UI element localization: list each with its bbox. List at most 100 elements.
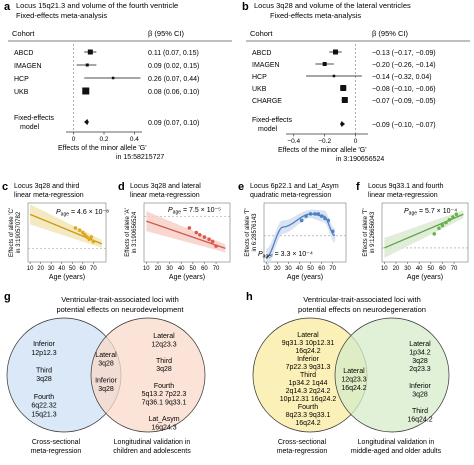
y-axis-label: in 6:28576143 xyxy=(252,213,258,252)
p-text: = 7.5 × 10⁻⁵ xyxy=(181,207,221,214)
x-axis-label: Effects of the minor allele 'G' xyxy=(278,147,367,154)
p-value: Page = 5.7 × 10⁻⁴ xyxy=(404,208,457,217)
confidence-band xyxy=(266,209,335,267)
venn-locus-text: 1p34.2 xyxy=(409,349,431,356)
venn-locus-text: 3q28 xyxy=(36,376,52,383)
x-tick-label: 0.4 xyxy=(130,136,139,143)
data-point xyxy=(454,212,459,217)
x-tick-label: 70 xyxy=(213,266,220,272)
data-point xyxy=(299,218,304,223)
venn-locus-text: 12q23.3 xyxy=(341,377,366,384)
ci-value: −0.13 (−0.17, −0.09) xyxy=(372,50,436,57)
cohort-label: Fixed-effects xyxy=(252,117,292,124)
venn-locus-text: 16q24.2 xyxy=(407,417,432,424)
x-tick-label: 40 xyxy=(178,266,185,272)
venn-locus-text: 3q28 xyxy=(412,391,428,398)
effect-point xyxy=(111,76,115,80)
venn-locus-text: 3q28 xyxy=(98,361,114,368)
data-point xyxy=(437,226,441,231)
x-tick-label: 50 xyxy=(427,266,434,272)
data-point xyxy=(187,226,192,230)
ci-value: −0.20 (−0.26, −0.14) xyxy=(372,62,436,69)
x-tick-label: 20 xyxy=(393,266,400,272)
regression-line xyxy=(384,213,464,249)
data-point xyxy=(83,232,87,237)
data-point xyxy=(323,216,327,221)
x-tick-label: 10 xyxy=(263,266,270,272)
cohort-label: UKB xyxy=(252,86,267,93)
x-axis-label: Effects of the minor allele 'G' xyxy=(58,145,147,152)
x-tick-label: 60 xyxy=(318,266,325,272)
regression-line xyxy=(265,213,336,259)
venn-locus-text: Lateral xyxy=(343,368,365,375)
venn-locus-text: Lateral xyxy=(95,352,117,359)
y-axis-label: Effects of allele 'A' xyxy=(125,208,131,257)
scatter-panel-f: f Locus 9q33.1 and fourth linear meta-regr… xyxy=(356,181,469,281)
beta-header: β (95% CI) xyxy=(148,29,184,38)
x-tick-label: 20 xyxy=(155,266,162,272)
cohort-label: model xyxy=(258,126,278,133)
x-axis-label: Age (years) xyxy=(287,274,323,281)
panel-letter: f xyxy=(356,181,360,193)
summary-diamond xyxy=(340,121,345,127)
data-point xyxy=(444,220,448,225)
x-tick-label: 40 xyxy=(58,266,65,272)
venn-locus-text: Lateral xyxy=(409,341,431,348)
p-text: = 5.7 × 10⁻⁴ xyxy=(417,208,457,215)
venn-locus-text: Fourth xyxy=(154,383,174,390)
panel-letter: d xyxy=(118,181,125,193)
venn-right-label: Longitudinal validation in xyxy=(358,439,435,446)
panel-title: Locus 3q28 and third xyxy=(14,183,79,190)
panel-letter: a xyxy=(4,1,11,13)
panel-subtitle: Fixed-effects meta-analysis xyxy=(16,11,107,20)
panel-subtitle: potential effects on neurodevelopment xyxy=(56,305,184,314)
data-point xyxy=(77,228,82,233)
venn-locus-text: Third xyxy=(300,372,316,379)
data-point xyxy=(87,237,91,242)
venn-locus-text: Lat_Asym xyxy=(148,416,179,423)
cohort-header: Cohort xyxy=(250,29,273,38)
venn-locus-text: 10p12.31 16q24.2 xyxy=(280,396,337,403)
panel-title: Locus 6p22.1 and Lat_Asym xyxy=(250,183,339,190)
panel-title: Locus 3q28 and lateral xyxy=(130,183,201,190)
venn-left-label: meta-regression xyxy=(31,448,82,455)
p-subscript: age xyxy=(173,210,182,216)
ci-value: −0.09 (−0.10, −0.07) xyxy=(372,122,436,129)
plot-frame xyxy=(263,202,347,263)
y-axis-label: in 3:190656524 xyxy=(132,211,138,253)
ci-value: 0.09 (0.02, 0.15) xyxy=(148,63,199,70)
cohort-label: Fixed-effects xyxy=(14,115,54,122)
venn-panel-g: g Ventricular-trait-associated loci withp… xyxy=(4,291,206,455)
effect-point xyxy=(322,62,327,66)
venn-locus-text: 12p12.3 xyxy=(31,350,56,357)
ci-value: 0.11 (0.07, 0.15) xyxy=(148,50,199,57)
x-tick-label: 60 xyxy=(201,266,208,272)
x-axis-label: in 3:190656524 xyxy=(336,156,384,163)
regression-line xyxy=(29,213,103,245)
beta-header: β (95% CI) xyxy=(372,29,408,38)
effect-point xyxy=(85,63,89,67)
x-tick-label: −0.2 xyxy=(318,138,331,145)
x-tick-label: 50 xyxy=(69,266,76,272)
venn-locus-text: Inferior xyxy=(409,383,431,390)
effect-point xyxy=(87,49,93,55)
cohort-label: CHARGE xyxy=(252,98,282,105)
venn-locus-text: 16q24.2 xyxy=(341,385,366,392)
venn-locus-text: 7p22.3 9q31.3 xyxy=(286,364,331,371)
summary-diamond xyxy=(84,119,89,125)
cohort-label: HCP xyxy=(252,74,267,81)
panel-subtitle: linear meta-regression xyxy=(14,192,84,199)
p-subscript: age xyxy=(61,212,70,218)
venn-right-label: Longitudinal validation in xyxy=(114,439,191,446)
ci-value: −0.14 (−0.32, 0.04) xyxy=(372,74,432,81)
p-value: Page = 7.5 × 10⁻⁵ xyxy=(168,207,221,216)
forest-panel-b: b Locus 3q28 and volume of the lateral ve… xyxy=(242,1,470,163)
venn-locus-text: Inferior xyxy=(297,356,319,363)
venn-locus-text: 2q23.3 xyxy=(409,366,431,373)
x-tick-label: 30 xyxy=(48,266,55,272)
y-axis-label: Effects of allele 'T' xyxy=(245,208,251,256)
panel-subtitle: quadratic meta-regression xyxy=(250,192,331,199)
x-tick-label: 0 xyxy=(354,138,358,145)
x-tick-label: 70 xyxy=(329,266,336,272)
venn-panel-h: h Ventricular-trait-associated loci withp… xyxy=(246,291,450,455)
